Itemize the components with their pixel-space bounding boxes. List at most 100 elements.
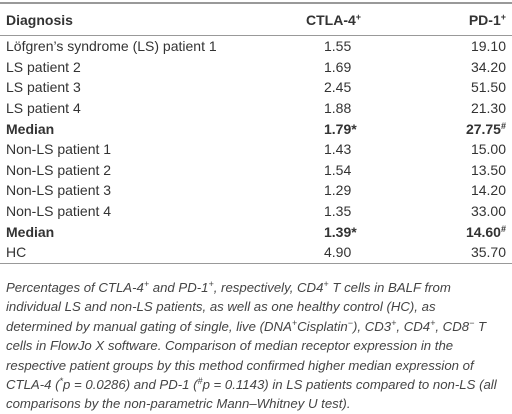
cell-text: Median [6,223,55,240]
caption-text: T cells in BALF from individual LS and n… [6,280,451,334]
caption-sup: − [469,317,475,328]
table-row: Non-LS patient 4 1.35 33.00 [0,201,512,222]
table-cell: 51.50 [424,77,512,98]
caption-sup: + [391,317,397,328]
cell-text: LS patient 4 [6,100,81,117]
table-cell: 1.54 [306,160,424,181]
table-cell: LS patient 2 [0,57,306,78]
cell-text: 1.39* [324,223,357,240]
caption-text: Percentages of CTLA-4 [6,280,144,295]
table-cell: Non-LS patient 4 [0,201,306,222]
table-cell: Median [0,221,306,242]
table-row: LS patient 4 1.88 21.30 [0,98,512,119]
table-cell: 15.00 [424,139,512,160]
table-cell: Median [0,118,306,139]
table-cell: 4.90 [306,242,424,263]
table-cell: 27.75# [424,118,512,139]
cell-text: Non-LS patient 4 [6,203,112,220]
cell-text: 14.60 [465,223,501,240]
caption-text: , CD4 [396,318,431,334]
table-cell: 2.45 [306,77,424,98]
caption-sup: + [208,279,214,289]
cell-text: 1.43 [324,141,352,158]
table-body: Löfgren’s syndrome (LS) patient 1 1.55 19.… [0,36,512,264]
table-cell: 33.00 [424,201,512,222]
cell-text: HC [6,244,27,261]
table-cell: Löfgren’s syndrome (LS) patient 1 [0,36,306,57]
cell-text: Non-LS patient 3 [6,182,112,199]
cell-text: 1.79* [324,120,357,137]
table-row: Median 1.39* 14.60# [0,221,512,242]
caption-sup: + [323,279,329,289]
caption-text: , CD8 [435,318,470,334]
table-cell: Non-LS patient 3 [0,180,306,201]
caption: Percentages of CTLA-4+ and PD-1+, respec… [6,278,504,414]
caption-text: T cells in FlowJo X software. Comparison… [6,318,487,393]
caption-sup: + [291,317,298,328]
cell-text-sup: # [500,223,506,234]
table-cell: 35.70 [424,242,512,263]
cell-text: 19.10 [470,38,506,55]
cell-text: Non-LS patient 2 [6,161,112,178]
cell-text: LS patient 2 [6,58,81,75]
table-cell: 1.79* [306,118,424,139]
header-text: Diagnosis [6,11,73,28]
table-cell: 14.20 [424,180,512,201]
table-cell: 1.35 [306,201,424,222]
cell-text-sup: # [500,120,506,131]
table-cell: 21.30 [424,98,512,119]
table-cell: 1.43 [306,139,424,160]
table-cell: 1.39* [306,221,424,242]
table-cell: 14.60# [424,221,512,242]
column-header: PD-1+ [424,3,512,36]
cell-text: 15.00 [470,141,506,158]
caption-sup: * [59,376,64,387]
table-cell: 1.55 [306,36,424,57]
table-cell: 1.69 [306,57,424,78]
cell-text: 1.88 [324,100,352,117]
table-row: Median 1.79* 27.75# [0,118,512,139]
table-row: HC 4.90 35.70 [0,242,512,264]
header-text-sup: + [355,11,362,22]
header-text-sup: + [500,11,506,22]
caption-sup: + [430,317,436,328]
caption-text: ), CD3 [353,318,392,334]
cell-text: 51.50 [470,79,506,96]
cell-text: Non-LS patient 1 [6,141,112,158]
table-cell: 19.10 [424,36,512,57]
table-cell: 1.29 [306,180,424,201]
table-cell: Non-LS patient 2 [0,160,306,181]
cell-text: Löfgren’s syndrome (LS) patient 1 [6,38,217,55]
cell-text: 4.90 [324,244,352,261]
caption-text: and PD-1 [149,280,209,295]
table-row: Non-LS patient 2 1.54 13.50 [0,160,512,181]
table-row: Löfgren’s syndrome (LS) patient 1 1.55 19.… [0,36,512,57]
header-row: Diagnosis CTLA-4+ PD-1+ [0,3,512,36]
table-cell: HC [0,242,306,263]
table-row: Non-LS patient 1 1.43 15.00 [0,139,512,160]
header-text: CTLA-4 [306,11,356,28]
table-row: LS patient 2 1.69 34.20 [0,57,512,78]
cell-text: LS patient 3 [6,79,81,96]
cell-text: 35.70 [470,244,506,261]
cell-text: 21.30 [470,100,506,117]
cell-text: 27.75 [465,120,501,137]
cell-text: Median [6,120,55,137]
cell-text: 1.55 [324,38,352,55]
cell-text: 33.00 [470,203,506,220]
table-cell: 34.20 [424,57,512,78]
cell-text: 13.50 [470,161,506,178]
cell-text: 34.20 [470,58,506,75]
table-cell: LS patient 4 [0,98,306,119]
cell-text: 1.69 [324,58,352,75]
cell-text: 1.54 [324,161,352,178]
column-header: CTLA-4+ [306,3,424,36]
table-cell: LS patient 3 [0,77,306,98]
data-table: Diagnosis CTLA-4+ PD-1+ Löfgren’s syndrome… [0,2,512,264]
cell-text: 1.29 [324,182,352,199]
column-header: Diagnosis [0,3,306,36]
cell-text: 2.45 [324,79,352,96]
table-row: LS patient 3 2.45 51.50 [0,77,512,98]
caption-sup: − [347,317,353,328]
